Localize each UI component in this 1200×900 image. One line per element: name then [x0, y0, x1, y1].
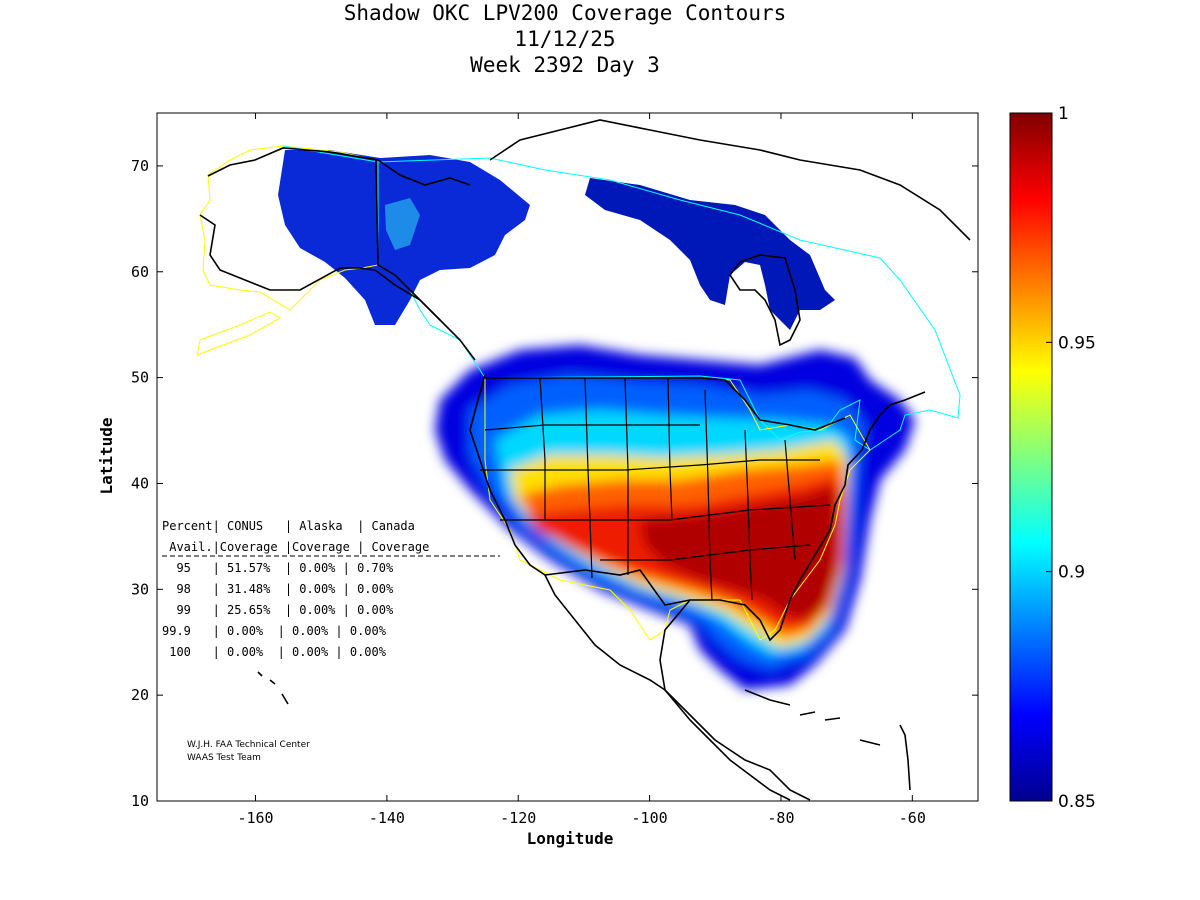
coastline-central-america	[664, 689, 791, 801]
coastline-gulf-atlantic	[659, 391, 926, 691]
stats-header-1: Percent| CONUS | Alaska | Canada	[162, 519, 415, 533]
y-tick-label: 40	[131, 474, 149, 492]
stats-row: 98 | 31.48% | 0.00% | 0.00%	[162, 582, 394, 596]
canada-boundary	[282, 145, 961, 451]
contour-conus	[435, 345, 915, 690]
colorbar-tick-label: 1	[1058, 104, 1069, 124]
islands-hawaii	[257, 671, 289, 705]
islands-caribbean	[799, 711, 911, 791]
colorbar-tick-label: 0.85	[1058, 792, 1096, 812]
map-date: 11/12/25	[514, 27, 616, 51]
coverage-stats-table: Percent| CONUS | Alaska | Canada Avail.|…	[162, 519, 500, 659]
coastline-arctic	[489, 119, 971, 241]
map-week-day: Week 2392 Day 3	[470, 53, 660, 77]
x-tick-label: -140	[369, 809, 405, 827]
x-tick-label: -120	[500, 809, 536, 827]
border-alaska-canada	[375, 159, 441, 321]
x-tick-label: -160	[237, 809, 273, 827]
alaska-boundary	[196, 145, 379, 356]
x-tick-label: -100	[632, 809, 668, 827]
map-lines	[199, 119, 971, 801]
x-axis: -160 -140 -120 -100 -80 -60	[237, 113, 926, 827]
y-tick-label: 70	[131, 157, 149, 175]
stats-row: 99 | 25.65% | 0.00% | 0.00%	[162, 603, 394, 617]
y-axis-label: Latitude	[97, 417, 116, 494]
y-axis: 10 20 30 40 50 60 70	[131, 157, 978, 810]
y-tick-label: 60	[131, 263, 149, 281]
map-title: Shadow OKC LPV200 Coverage Contours	[343, 1, 787, 25]
credit-line-2: WAAS Test Team	[187, 753, 261, 763]
border-us-canada	[485, 377, 846, 431]
coverage-contours	[278, 150, 915, 690]
colorbar-tick-label: 0.95	[1058, 333, 1096, 353]
state-lines	[480, 377, 831, 601]
contour-north-canada	[585, 178, 835, 330]
colorbar	[1009, 112, 1053, 802]
stats-row: 100 | 0.00% | 0.00% | 0.00%	[162, 645, 387, 659]
x-tick-label: -60	[899, 809, 926, 827]
credit-line-1: W.J.H. FAA Technical Center	[187, 740, 310, 750]
stats-row: 99.9 | 0.00% | 0.00% | 0.00%	[162, 624, 387, 638]
coastline-hudson-bay	[729, 254, 801, 347]
stats-row: 95 | 51.57% | 0.00% | 0.70%	[162, 561, 394, 575]
y-tick-label: 10	[131, 792, 149, 810]
x-tick-label: -80	[767, 809, 794, 827]
x-axis-label: Longitude	[527, 829, 614, 848]
y-tick-label: 20	[131, 686, 149, 704]
y-tick-label: 30	[131, 580, 149, 598]
border-us-mexico	[544, 569, 691, 606]
stats-header-2: Avail.|Coverage |Coverage | Coverage	[162, 540, 429, 554]
colorbar-tick-label: 0.9	[1058, 563, 1085, 583]
colorbar-ticks: 0.85 0.9 0.95 1	[1046, 104, 1096, 812]
plot-frame	[156, 112, 979, 802]
y-tick-label: 50	[131, 369, 149, 387]
